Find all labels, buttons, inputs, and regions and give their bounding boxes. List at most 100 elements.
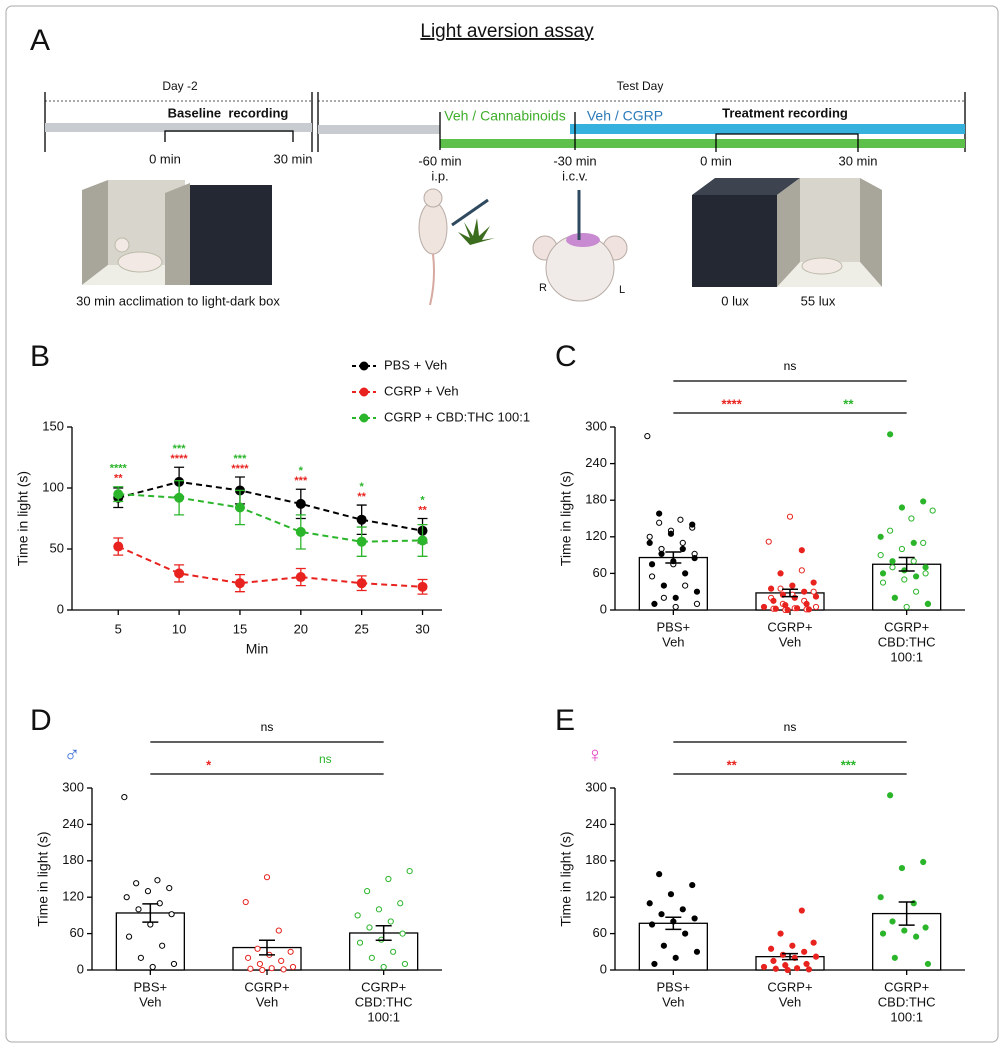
data-point [770, 597, 777, 604]
x-tick-label: 30 [415, 621, 429, 636]
y-tick-label: 240 [585, 816, 607, 831]
error-bar [375, 924, 392, 942]
significance-label: ns [784, 720, 797, 734]
label: Test Day [617, 79, 664, 93]
data-point [793, 605, 801, 612]
data-point [691, 555, 698, 562]
x-tick-label: CGRP+ [244, 979, 289, 994]
data-point [387, 918, 394, 925]
mouse [801, 257, 843, 275]
data-point [801, 588, 808, 595]
point [174, 568, 185, 579]
significance-label: ** [114, 473, 123, 485]
series-line [117, 545, 423, 588]
data-point [672, 954, 679, 961]
mouse-head [423, 188, 443, 208]
data-point [677, 516, 684, 523]
data-point [133, 880, 140, 887]
data-point [901, 927, 908, 934]
data-point [646, 900, 653, 907]
data-point [889, 564, 896, 571]
data-point [401, 960, 409, 968]
leaf [458, 218, 495, 245]
syringe [451, 198, 489, 227]
data-point [810, 939, 817, 946]
x-tick-label: 10 [172, 621, 186, 636]
panel-letter: A [30, 24, 50, 57]
box-divider [165, 183, 190, 285]
data-point [646, 533, 653, 540]
data-point [803, 960, 810, 968]
data-point [380, 963, 387, 971]
data-point [767, 585, 775, 592]
error-bar [782, 952, 798, 961]
y-tick-label: 180 [585, 492, 607, 507]
legend-label: CGRP + CBD:THC 100:1 [384, 409, 530, 424]
data-point [767, 945, 775, 952]
data-point [278, 957, 285, 965]
data-point [364, 888, 371, 895]
sex-symbol: ♀ [587, 742, 604, 767]
point [234, 502, 245, 513]
data-point [289, 963, 297, 971]
data-point [287, 948, 294, 955]
label: 55 lux [801, 293, 836, 308]
label: i.p. [431, 168, 448, 183]
significance-label: ns [319, 752, 332, 766]
data-point [159, 942, 166, 949]
x-tick-label: CGRP+ [767, 979, 812, 994]
data-point [879, 930, 887, 937]
significance-label: *** [234, 453, 248, 465]
x-tick-label: CGRP+ [361, 979, 406, 994]
y-tick-label: 240 [585, 455, 607, 470]
data-point [922, 570, 929, 577]
data-point [891, 594, 898, 601]
bracket [715, 133, 859, 152]
y-tick-label: 0 [600, 601, 607, 616]
label: 0 min [700, 153, 732, 168]
series-line [117, 480, 423, 532]
data-point [660, 582, 667, 589]
injection-site [566, 233, 600, 247]
data-point [170, 960, 178, 968]
significance-label: * [420, 494, 425, 506]
data-point [920, 498, 927, 505]
data-point [656, 871, 663, 878]
data-point [805, 606, 813, 613]
data-point [789, 582, 796, 589]
y-tick-label: 150 [42, 418, 64, 433]
data-point [801, 948, 808, 955]
y-tick-label: 180 [62, 852, 84, 867]
data-point [390, 948, 397, 955]
data-point [765, 538, 772, 545]
y-tick-label: 300 [585, 779, 607, 794]
label: R [539, 282, 547, 294]
label: Baseline recording [168, 105, 289, 120]
data-point [399, 930, 406, 937]
label: 30 min [838, 153, 877, 168]
significance-label: ** [357, 491, 366, 503]
y-tick-label: 60 [593, 925, 607, 940]
data-point [898, 504, 906, 511]
data-point [879, 579, 887, 586]
data-point [901, 576, 908, 583]
data-point [812, 953, 820, 960]
box-floor [82, 265, 185, 285]
point [417, 535, 428, 546]
data-point [891, 954, 898, 961]
data-point [660, 942, 667, 949]
data-point [772, 605, 779, 612]
x-tick-label: Veh [779, 994, 801, 1009]
data-point [385, 875, 392, 883]
x-tick-label: CBD:THC [878, 634, 936, 649]
data-point [693, 948, 701, 955]
data-point [667, 891, 675, 898]
data-point [682, 570, 689, 577]
point [417, 581, 428, 592]
data-point [667, 530, 675, 537]
data-point [693, 588, 701, 595]
x-tick-label: PBS+ [134, 979, 168, 994]
significance-label: *** [173, 443, 187, 455]
data-point [898, 864, 906, 872]
label: 0 lux [721, 293, 749, 308]
